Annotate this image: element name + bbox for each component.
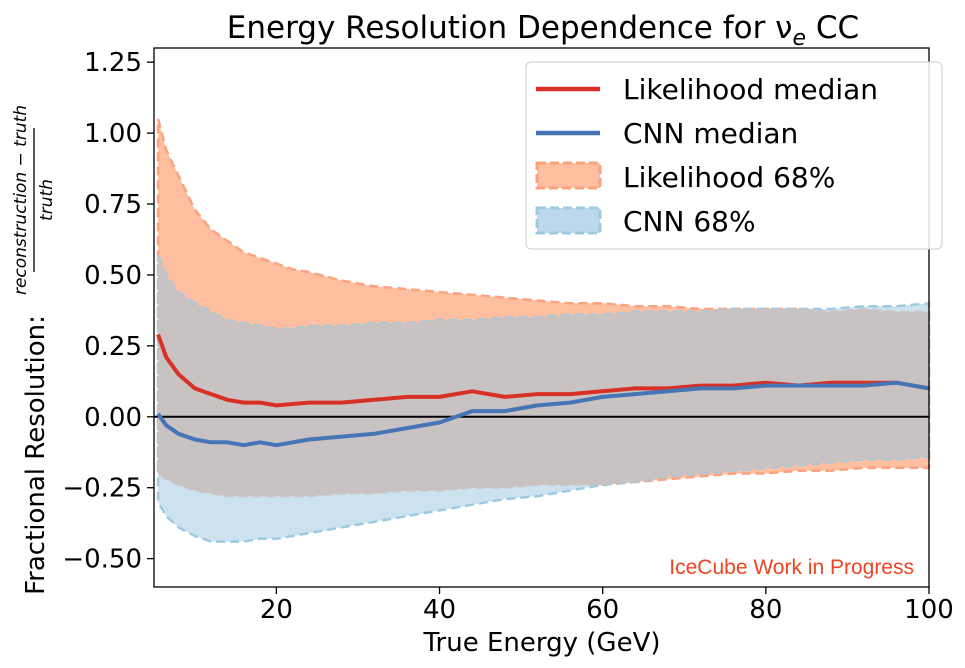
axes-frame xyxy=(153,47,930,588)
y-tick-label-1: −0.25 xyxy=(62,474,142,504)
y-tick-label-0: −0.50 xyxy=(62,545,142,575)
y-axis-label: Fractional Resolution: reconstruction − … xyxy=(11,105,57,595)
x-axis-label: True Energy (GeV) xyxy=(423,628,661,658)
plot-area: 20 40 60 80 100 −0.50 −0.25 0.00 0.25 0.50 0.75 1.0… xyxy=(62,47,954,625)
cnn-median-line xyxy=(156,380,930,448)
x-tick-label-40: 40 xyxy=(423,595,456,625)
x-tick-label-60: 60 xyxy=(586,595,619,625)
y-tick-label-6: 1.00 xyxy=(84,119,142,149)
x-tick-label-80: 80 xyxy=(749,595,782,625)
legend: Likelihood median CNN median Likelihood … xyxy=(525,61,943,250)
y-tick-label-4: 0.50 xyxy=(84,261,142,291)
legend-label-cnn-median: CNN median xyxy=(623,117,798,150)
x-tick-label-100: 100 xyxy=(904,595,954,625)
legend-swatch-likelihood-68 xyxy=(535,161,602,190)
legend-frame xyxy=(525,61,943,250)
watermark-annotation: IceCube Work in Progress xyxy=(669,556,914,579)
y-tick-label-5: 0.75 xyxy=(84,190,142,220)
y-axis-label-prefix: Fractional Resolution: xyxy=(21,315,51,595)
y-tick-label-2: 0.00 xyxy=(84,403,142,433)
legend-swatch-cnn-68 xyxy=(535,206,602,235)
y-tick-label-7: 1.25 xyxy=(84,48,142,78)
legend-label-likelihood-68: Likelihood 68% xyxy=(623,161,835,194)
y-axis-label-denominator: truth xyxy=(37,179,57,221)
legend-label-cnn-68: CNN 68% xyxy=(623,205,756,238)
legend-label-likelihood-median: Likelihood median xyxy=(623,73,878,106)
chart-title: Energy Resolution Dependence for νe CC xyxy=(227,10,859,51)
y-tick-label-3: 0.25 xyxy=(84,332,142,362)
x-tick-label-20: 20 xyxy=(260,595,293,625)
y-axis-label-numerator: reconstruction − truth xyxy=(11,105,31,295)
